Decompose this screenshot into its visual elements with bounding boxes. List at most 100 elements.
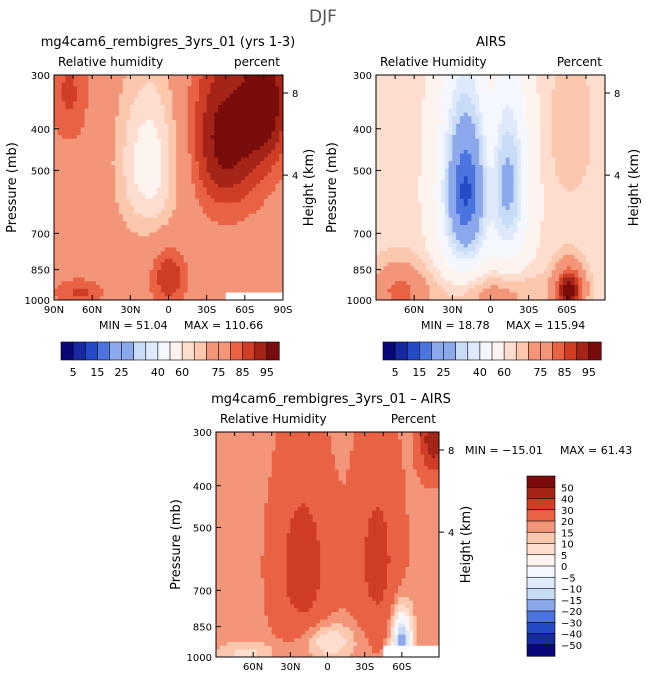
contour-cell — [134, 274, 138, 278]
contour-cell — [226, 150, 230, 154]
contour-cell — [191, 86, 195, 90]
contour-cell — [506, 116, 510, 120]
contour-cell — [548, 146, 552, 150]
contour-cell — [85, 195, 89, 199]
contour-cell — [88, 225, 92, 229]
contour-cell — [275, 105, 279, 109]
contour-cell — [555, 105, 559, 109]
contour-cell — [218, 165, 222, 169]
contour-cell — [81, 221, 85, 225]
contour-cell — [111, 158, 115, 162]
contour-cell — [123, 270, 127, 274]
contour-cell — [426, 75, 430, 79]
contour-cell — [180, 98, 184, 102]
contour-cell — [260, 98, 264, 102]
contour-cell — [100, 173, 104, 177]
contour-cell — [233, 289, 237, 293]
contour-cell — [176, 188, 180, 192]
contour-cell — [85, 206, 89, 210]
contour-cell — [559, 113, 563, 117]
contour-cell — [62, 203, 66, 207]
contour-cell — [578, 139, 582, 143]
contour-cell — [115, 289, 119, 293]
contour-cell — [395, 120, 399, 124]
contour-cell — [191, 251, 195, 255]
contour-cell — [264, 203, 268, 207]
contour-cell — [574, 86, 578, 90]
contour-cell — [115, 135, 119, 139]
contour-cell — [104, 244, 108, 248]
contour-cell — [555, 150, 559, 154]
contour-cell — [245, 169, 249, 173]
contour-cell — [149, 203, 153, 207]
contour-cell — [142, 293, 146, 297]
contour-cell — [127, 255, 131, 259]
contour-cell — [384, 75, 388, 79]
contour-cell — [226, 109, 230, 113]
contour-cell — [115, 225, 119, 229]
contour-cell — [92, 206, 96, 210]
contour-cell — [146, 233, 150, 237]
contour-cell — [165, 180, 169, 184]
contour-cell — [260, 248, 264, 252]
contour-cell — [391, 146, 395, 150]
contour-cell — [233, 120, 237, 124]
contour-cell — [563, 135, 567, 139]
contour-cell — [195, 236, 199, 240]
contour-cell — [548, 75, 552, 79]
contour-cell — [260, 173, 264, 177]
contour-cell — [502, 131, 506, 135]
contour-cell — [85, 176, 89, 180]
contour-cell — [403, 150, 407, 154]
contour-cell — [184, 94, 188, 98]
contour-cell — [85, 131, 89, 135]
contour-cell — [157, 116, 161, 120]
contour-cell — [180, 259, 184, 263]
contour-cell — [502, 128, 506, 132]
contour-cell — [574, 75, 578, 79]
contour-cell — [146, 281, 150, 285]
contour-cell — [218, 259, 222, 263]
contour-cell — [544, 109, 548, 113]
contour-cell — [119, 94, 123, 98]
contour-cell — [510, 83, 514, 87]
contour-cell — [191, 210, 195, 214]
contour-cell — [391, 135, 395, 139]
contour-cell — [153, 259, 157, 263]
contour-cell — [391, 139, 395, 143]
contour-cell — [256, 158, 260, 162]
contour-cell — [203, 195, 207, 199]
contour-cell — [555, 113, 559, 117]
contour-cell — [77, 79, 81, 83]
contour-cell — [203, 135, 207, 139]
contour-cell — [233, 218, 237, 222]
contour-cell — [180, 251, 184, 255]
contour-cell — [191, 289, 195, 293]
contour-cell — [100, 244, 104, 248]
contour-cell — [468, 90, 472, 94]
contour-cell — [517, 94, 521, 98]
contour-cell — [237, 240, 241, 244]
contour-cell — [142, 233, 146, 237]
contour-cell — [241, 98, 245, 102]
contour-cell — [521, 79, 525, 83]
contour-cell — [107, 105, 111, 109]
contour-cell — [127, 124, 131, 128]
contour-cell — [256, 86, 260, 90]
contour-cell — [134, 248, 138, 252]
contour-cell — [123, 218, 127, 222]
contour-cell — [380, 146, 384, 150]
contour-cell — [532, 139, 536, 143]
contour-cell — [218, 240, 222, 244]
contour-cell — [107, 259, 111, 263]
contour-cell — [498, 101, 502, 105]
contour-cell — [403, 124, 407, 128]
contour-cell — [517, 150, 521, 154]
contour-cell — [180, 203, 184, 207]
contour-cell — [594, 135, 598, 139]
contour-cell — [62, 210, 66, 214]
contour-cell — [54, 90, 58, 94]
contour-cell — [275, 274, 279, 278]
contour-cell — [65, 94, 69, 98]
contour-cell — [92, 83, 96, 87]
